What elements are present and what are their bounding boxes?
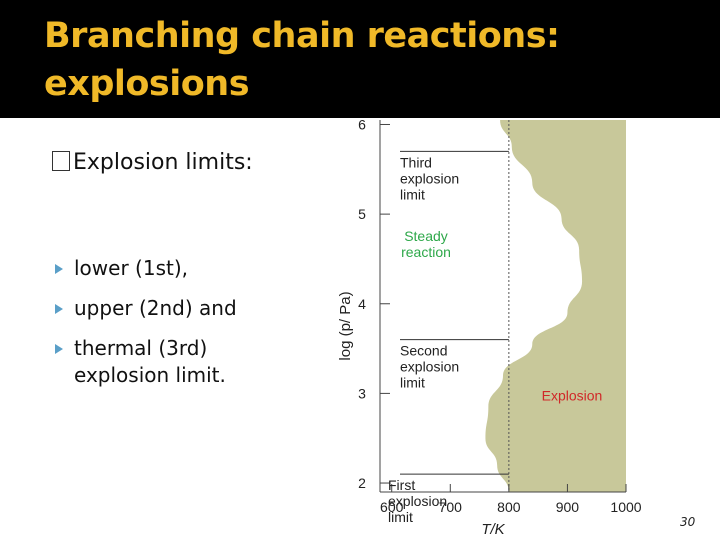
annotation-2-line-0: Second (400, 343, 447, 359)
missing-glyph-icon (52, 151, 70, 171)
y-tick-label-3: 3 (358, 385, 366, 401)
x-tick-label-800: 800 (497, 499, 521, 515)
annotation-0-line-2: limit (400, 186, 425, 202)
annotation-0-line-0: Third (400, 154, 432, 170)
annotation-0-line-1: explosion (400, 170, 459, 186)
title-bar (0, 0, 720, 118)
annotation-1-line-0: Steady (404, 228, 448, 244)
x-tick-label-600: 600 (380, 499, 404, 515)
x-tick-label-900: 900 (556, 499, 580, 515)
list-item-text: thermal (3rd) (74, 336, 208, 360)
y-tick-label-6: 6 (358, 116, 366, 132)
list-item-continuation: explosion limit. (74, 363, 226, 387)
y-tick-label-2: 2 (358, 475, 366, 491)
annotation-4-line-2: limit (388, 509, 413, 525)
y-tick-label-4: 4 (358, 296, 366, 312)
list-item-text: upper (2nd) and (74, 296, 237, 320)
annotation-1-line-1: reaction (401, 244, 451, 260)
annotation-2-line-2: limit (400, 375, 425, 391)
list-item: upper (2nd) and (52, 288, 237, 328)
annotation-4-line-0: First (388, 477, 415, 493)
x-tick-label-1000: 1000 (610, 499, 641, 515)
list-item: thermal (3rd) explosion limit. (52, 328, 237, 388)
list-item: lower (1st), (52, 248, 237, 288)
bullet-icon (55, 304, 63, 314)
bullet-icon (55, 344, 63, 354)
explosion-limits-heading: Explosion limits: (52, 150, 253, 175)
bullet-list: lower (1st), upper (2nd) and thermal (3r… (52, 248, 237, 388)
slide-title-line-1: Branching chain reactions: (44, 16, 560, 56)
page-number: 30 (680, 515, 696, 529)
explosion-limits-chart: 2 3 4 5 6 600 700 800 900 1000 T/K log (p/ Pa) Third… (337, 116, 642, 538)
slide-title: Branching chain reactions: explosions (44, 12, 684, 108)
x-axis-label: T/K (481, 521, 505, 538)
list-item-text: lower (1st), (74, 256, 188, 280)
y-axis-label: log (p/ Pa) (337, 291, 354, 360)
bullet-icon (55, 264, 63, 274)
heading-text: Explosion limits: (73, 150, 253, 175)
annotation-2-line-1: explosion (400, 359, 459, 375)
annotation-3-line-0: Explosion (542, 388, 603, 404)
annotation-4-line-1: explosion (388, 493, 447, 509)
x-tick-label-700: 700 (439, 499, 463, 515)
y-tick-label-5: 5 (358, 206, 366, 222)
explosion-region-area (485, 120, 626, 492)
slide-title-line-2: explosions (44, 64, 250, 104)
